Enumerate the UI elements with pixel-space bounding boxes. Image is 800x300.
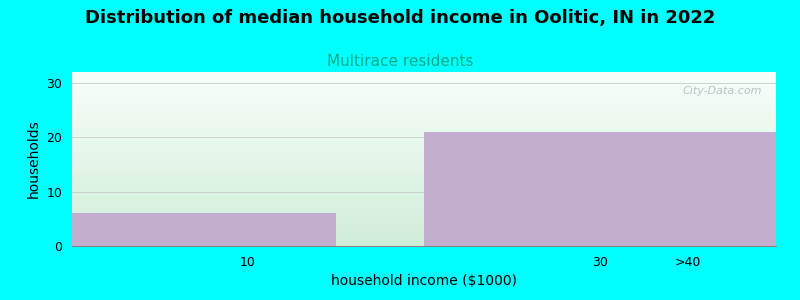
Bar [72, 213, 336, 246]
Y-axis label: households: households [27, 120, 41, 198]
X-axis label: household income ($1000): household income ($1000) [331, 274, 517, 288]
Text: Multirace residents: Multirace residents [326, 54, 474, 69]
Text: Distribution of median household income in Oolitic, IN in 2022: Distribution of median household income … [85, 9, 715, 27]
Bar [424, 132, 776, 246]
Text: City-Data.com: City-Data.com [682, 86, 762, 96]
